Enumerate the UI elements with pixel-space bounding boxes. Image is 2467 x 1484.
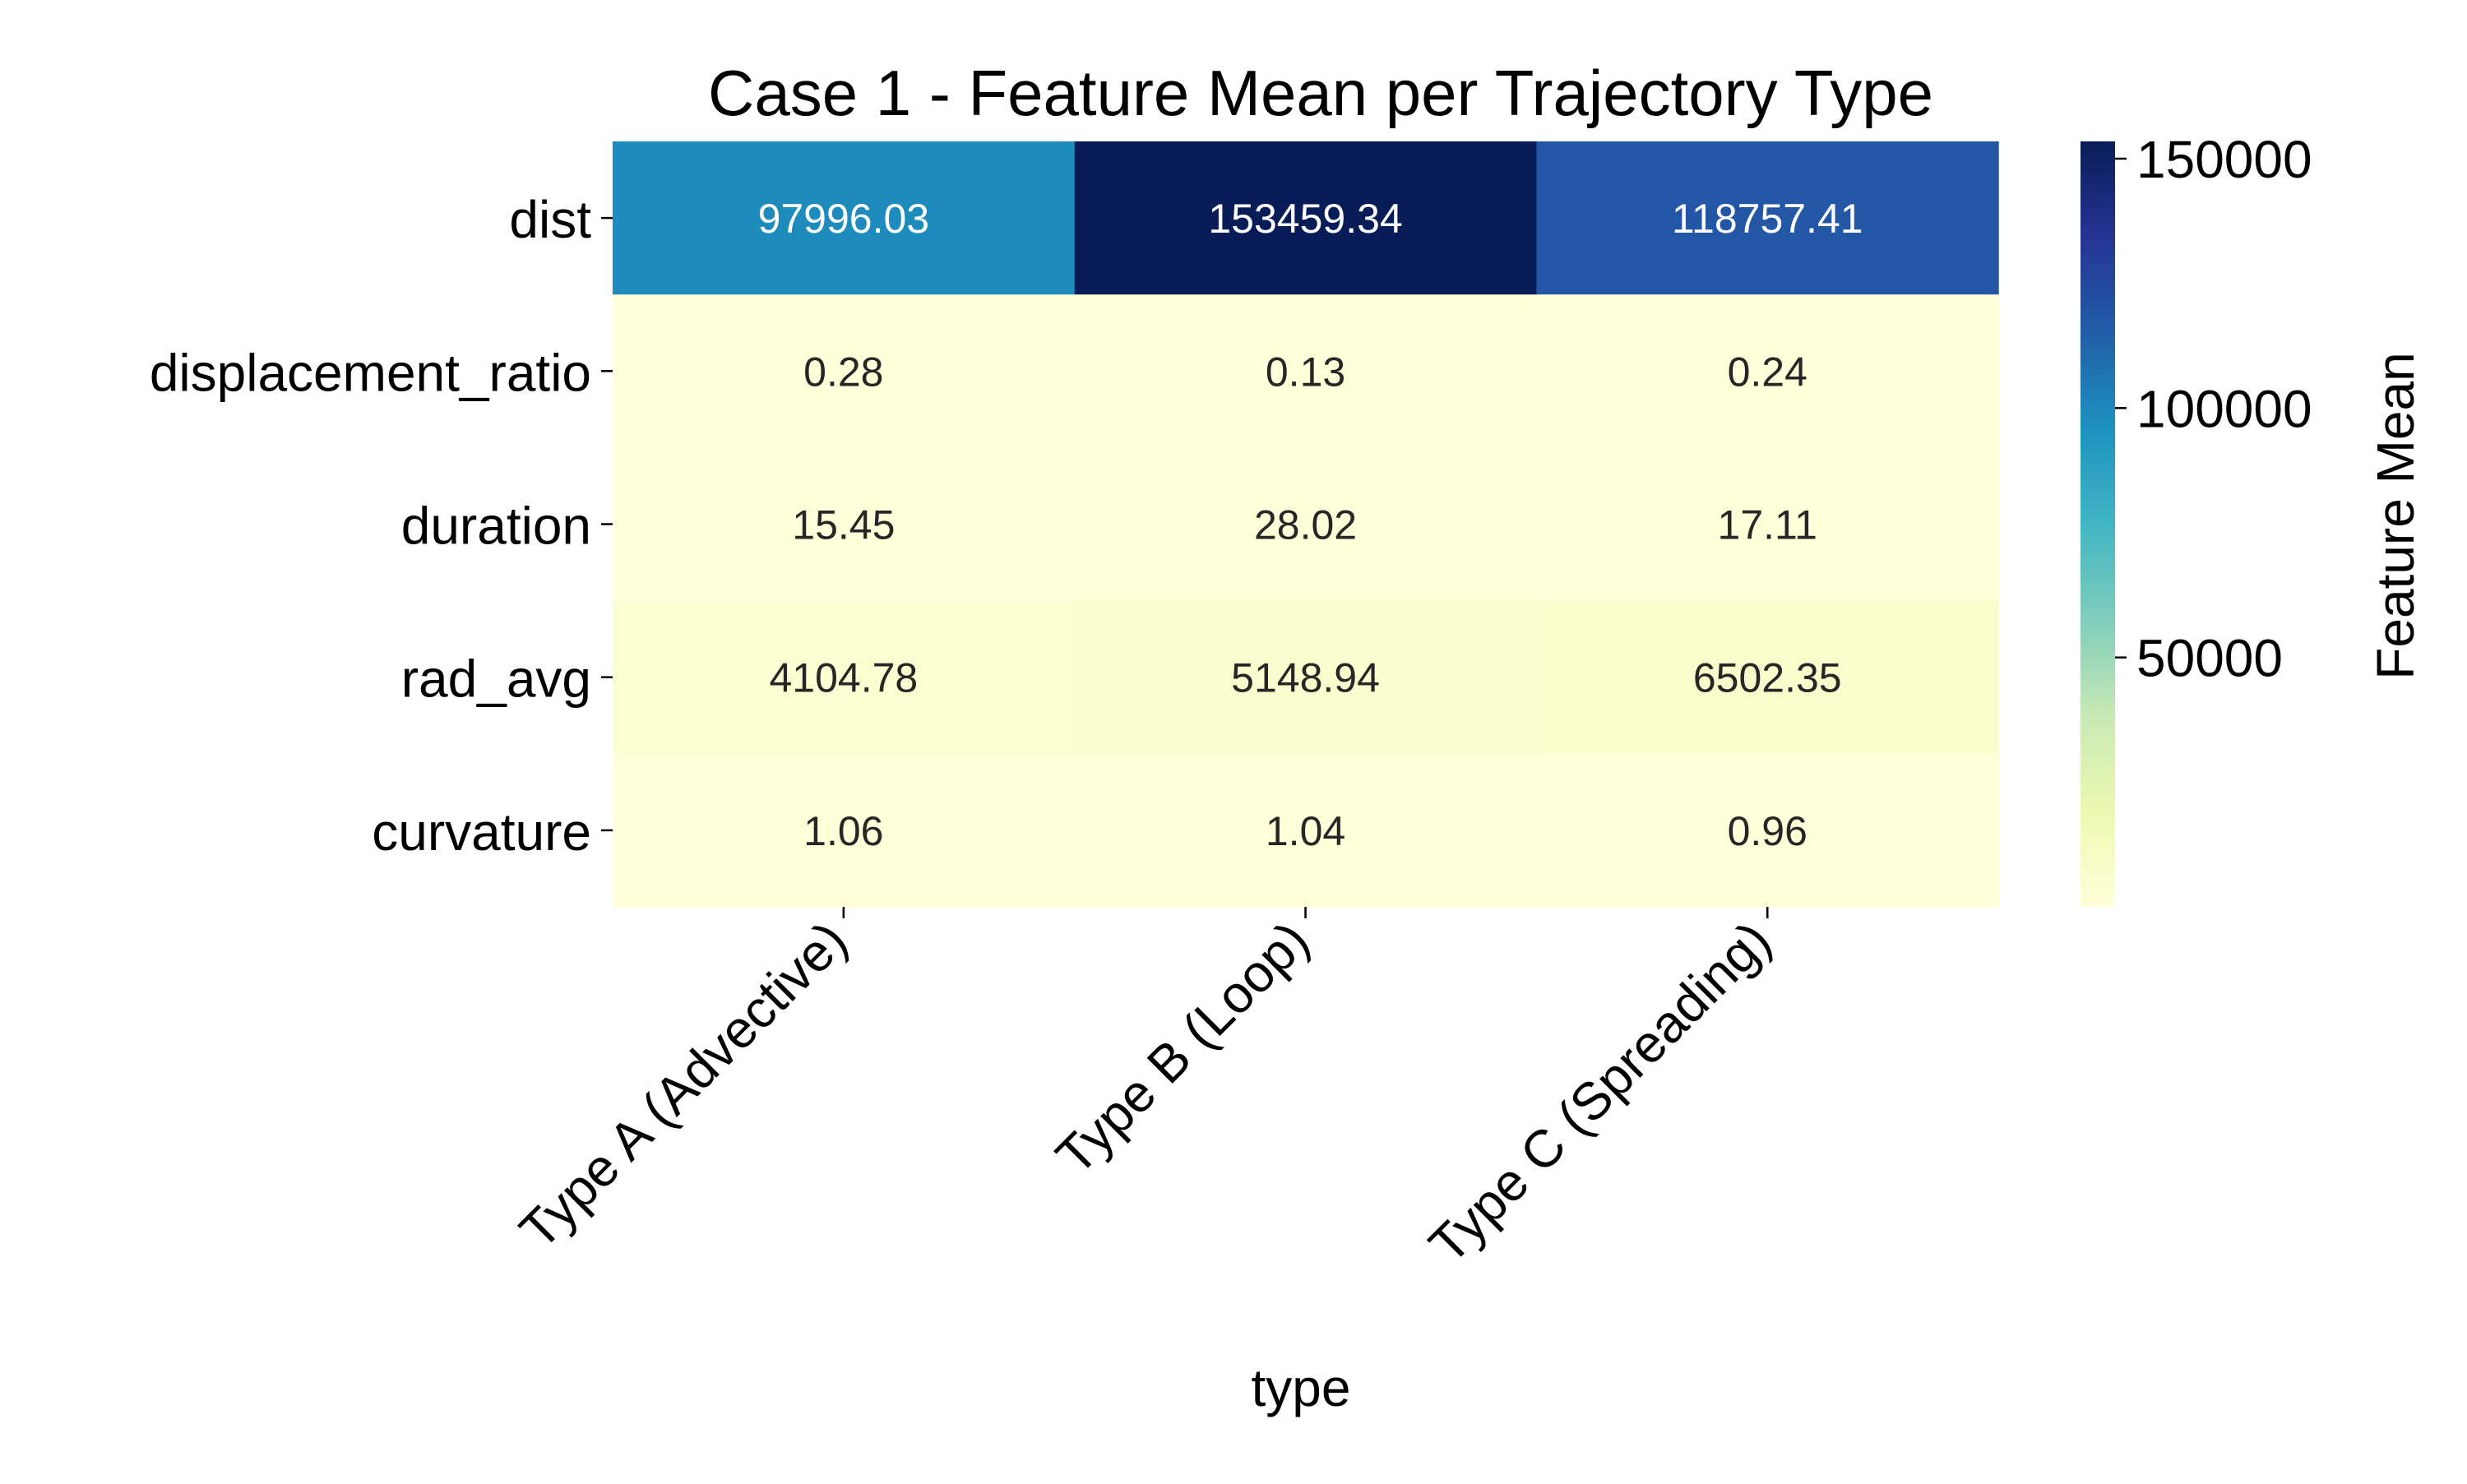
heatmap-cell [613, 600, 1076, 755]
colorbar-tick-label: 50000 [2136, 629, 2283, 688]
cell-value-label: 4104.78 [769, 655, 918, 701]
heatmap-cell [613, 753, 1076, 908]
y-tick-label: curvature [372, 802, 591, 862]
heatmap-cell [613, 141, 1076, 295]
cell-value-label: 153459.34 [1208, 196, 1402, 242]
heatmap-cell [1536, 294, 1999, 448]
y-tick-label: dist [509, 190, 591, 249]
heatmap-cells: 97996.03 153459.34 118757.41 0.28 0.13 0.24 15… [613, 141, 1999, 908]
x-axis: Type A (Advective) Type B (Loop) Type C (S… [508, 907, 1782, 1274]
x-tick-label: Type C (Spreading) [1418, 910, 1782, 1274]
cell-value-label: 1.06 [803, 808, 883, 854]
chart-title: Case 1 - Feature Mean per Trajectory Typ… [708, 57, 1933, 129]
y-tick-label: displacement_ratio [150, 343, 591, 402]
colorbar: 50000 100000 150000 [2081, 130, 2312, 907]
cell-value-label: 15.45 [792, 502, 895, 548]
heatmap-cell [1074, 141, 1537, 295]
cell-value-label: 28.02 [1254, 502, 1357, 548]
cell-value-label: 0.24 [1728, 349, 1807, 395]
heatmap-cell [613, 294, 1076, 448]
heatmap-cell [613, 447, 1076, 602]
heatmap-cell [1074, 447, 1537, 602]
colorbar-tick-label: 150000 [2136, 130, 2312, 189]
heatmap-cell [1536, 600, 1999, 755]
cell-value-label: 0.96 [1728, 808, 1807, 854]
colorbar-tick-label: 100000 [2136, 379, 2312, 438]
heatmap-cell [1074, 600, 1537, 755]
cell-value-label: 0.13 [1266, 349, 1345, 395]
cell-value-label: 5148.94 [1231, 655, 1380, 701]
cell-value-label: 118757.41 [1672, 196, 1863, 242]
colorbar-label: Feature Mean [2366, 352, 2425, 679]
cell-value-label: 1.04 [1266, 808, 1345, 854]
heatmap-cell [1074, 294, 1537, 448]
y-tick-label: duration [401, 497, 591, 556]
cell-value-label: 0.28 [803, 349, 883, 395]
cell-value-label: 6502.35 [1693, 655, 1842, 701]
y-axis: dist displacement_ratio duration rad_avgcur… [150, 190, 613, 862]
heatmap-cell [1536, 447, 1999, 602]
x-tick-label: Type A (Advective) [508, 910, 859, 1260]
colorbar-gradient [2081, 141, 2115, 907]
cell-value-label: 97996.03 [758, 196, 930, 242]
cell-value-label: 17.11 [1718, 502, 1817, 548]
heatmap-cell [1074, 753, 1537, 908]
x-tick-label: Type B (Loop) [1044, 910, 1320, 1186]
y-tick-label: rad_avg [401, 650, 591, 709]
heatmap-cell [1536, 753, 1999, 908]
x-axis-label: type [1252, 1358, 1351, 1417]
heatmap-cell [1536, 141, 1999, 295]
